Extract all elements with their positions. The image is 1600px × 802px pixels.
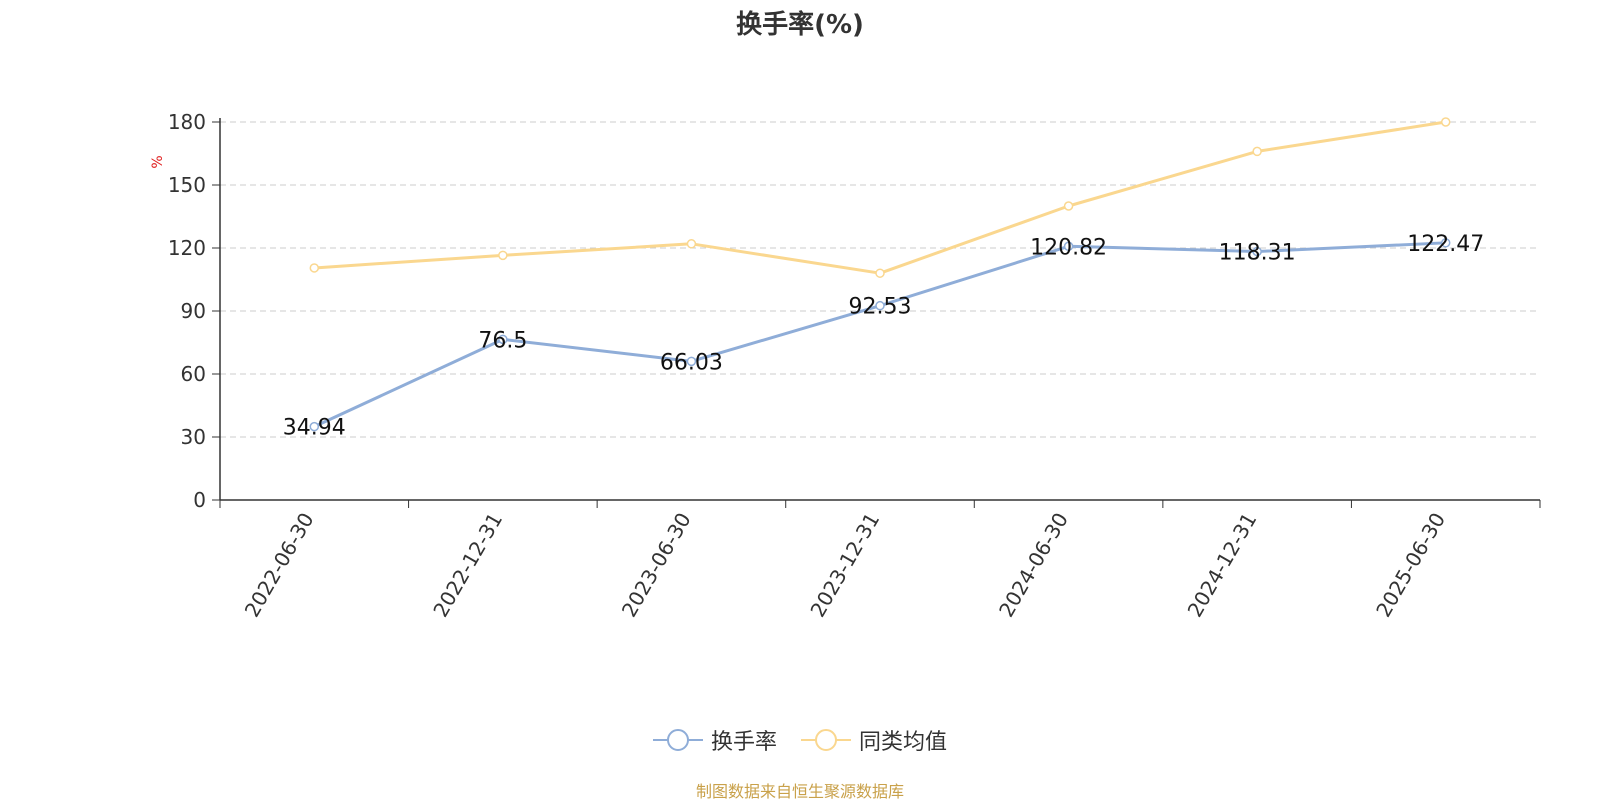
legend: 换手率 同类均值	[0, 720, 1600, 760]
data-label: 122.47	[1407, 232, 1484, 257]
data-point-1	[309, 263, 320, 273]
data-source-footer: 制图数据来自恒生聚源数据库	[695, 782, 904, 801]
y-tick-label: 120	[168, 236, 206, 260]
data-point-0	[1252, 246, 1262, 257]
y-tick-label: 180	[168, 110, 206, 134]
data-point-1	[498, 250, 508, 261]
x-tick-label: 2024-06-30	[994, 509, 1073, 622]
y-axis-label: %	[150, 155, 166, 168]
chart-title: 换手率(%)	[736, 10, 864, 40]
data-label: 76.5	[478, 328, 527, 353]
x-tick-label: 2022-12-31	[428, 509, 507, 622]
data-label: 66.03	[660, 350, 723, 375]
x-tick-label: 2024-12-31	[1183, 509, 1262, 622]
data-point-1	[1252, 146, 1262, 157]
legend-label-peer-average: 同类均值	[859, 730, 948, 755]
legend-marker-turnover	[652, 729, 703, 751]
x-tick-label: 2022-06-30	[240, 509, 319, 622]
data-point-0	[686, 356, 697, 367]
data-label: 120.82	[1030, 235, 1107, 260]
data-label: 118.31	[1219, 241, 1296, 266]
data-point-1	[1063, 201, 1074, 211]
data-point-1	[875, 268, 885, 278]
data-point-0	[1063, 241, 1074, 252]
x-tick-label: 2025-06-30	[1371, 509, 1450, 622]
x-tick-label: 2023-06-30	[617, 509, 696, 622]
y-tick-label: 30	[181, 425, 206, 449]
y-tick-label: 150	[168, 173, 206, 197]
legend-marker-peer-average	[801, 729, 851, 751]
x-tick-label: 2023-12-31	[805, 509, 884, 622]
data-point-0	[1440, 238, 1451, 248]
data-label: 92.53	[849, 295, 912, 320]
data-label: 34.94	[283, 416, 346, 441]
data-point-0	[875, 300, 885, 311]
y-tick-label: 60	[181, 362, 206, 386]
data-point-0	[309, 421, 320, 432]
data-point-0	[498, 334, 508, 345]
data-point-1	[686, 239, 697, 249]
legend-label-turnover: 换手率	[710, 730, 777, 755]
y-tick-label: 0	[193, 488, 206, 512]
data-point-1	[1440, 117, 1451, 127]
legend-item-peer-average[interactable]: 同类均值	[801, 724, 947, 756]
line-chart: 0 30 60 90 120 150 180% 2022-06-30 2022-12-31 202…	[150, 110, 1541, 622]
legend-item-turnover[interactable]: 换手率	[652, 724, 777, 756]
y-tick-label: 90	[181, 299, 206, 323]
